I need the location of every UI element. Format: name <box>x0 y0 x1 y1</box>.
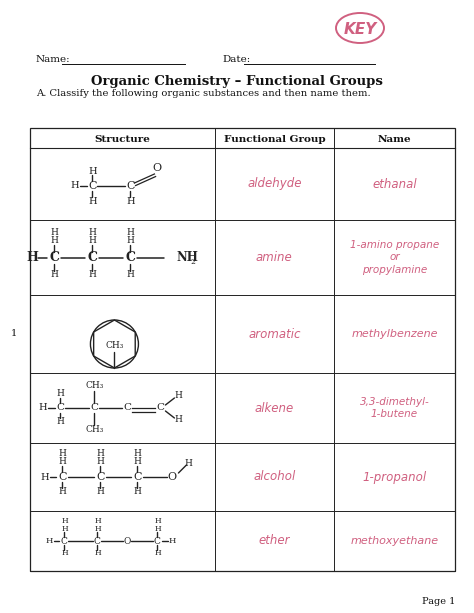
Text: H: H <box>127 228 134 237</box>
Text: Date:: Date: <box>222 55 250 64</box>
Text: C: C <box>156 403 164 413</box>
Text: C: C <box>88 181 97 191</box>
Text: Name: Name <box>378 134 411 143</box>
Text: H: H <box>61 525 68 533</box>
Text: methylbenzene: methylbenzene <box>351 329 438 339</box>
Text: C: C <box>49 251 59 264</box>
Text: H: H <box>154 525 161 533</box>
Text: H: H <box>94 525 101 533</box>
Text: H: H <box>46 537 53 545</box>
Text: H: H <box>89 270 96 279</box>
Text: C: C <box>133 472 142 482</box>
Text: 2: 2 <box>191 257 195 265</box>
Text: H: H <box>51 236 58 245</box>
Text: H: H <box>154 549 161 557</box>
Text: H: H <box>61 549 68 557</box>
Text: H: H <box>134 487 141 497</box>
Text: H: H <box>97 449 104 459</box>
Text: H: H <box>127 270 134 279</box>
Text: C: C <box>61 536 68 546</box>
Text: Organic Chemistry – Functional Groups: Organic Chemistry – Functional Groups <box>91 75 383 88</box>
Text: H: H <box>169 537 176 545</box>
Text: H: H <box>174 392 182 400</box>
Text: 1: 1 <box>11 330 17 338</box>
Text: H: H <box>70 181 79 191</box>
Text: NH: NH <box>176 251 198 264</box>
Text: A. Classify the following organic substances and then name them.: A. Classify the following organic substa… <box>36 89 371 98</box>
Text: H: H <box>40 473 49 481</box>
Text: H: H <box>97 487 104 497</box>
Text: H: H <box>51 270 58 279</box>
Text: C: C <box>94 536 101 546</box>
Text: H: H <box>94 549 101 557</box>
Text: 3,3-dimethyl-
1-butene: 3,3-dimethyl- 1-butene <box>360 397 429 419</box>
Text: H: H <box>88 197 97 205</box>
Text: Page 1: Page 1 <box>422 597 455 606</box>
Text: Name:: Name: <box>36 55 71 64</box>
Text: aromatic: aromatic <box>248 327 301 340</box>
Text: C: C <box>56 403 64 413</box>
Text: C: C <box>126 251 136 264</box>
Text: H: H <box>61 517 68 525</box>
Text: H: H <box>56 417 64 427</box>
Text: H: H <box>88 167 97 175</box>
Text: ethanal: ethanal <box>372 178 417 191</box>
Text: H: H <box>89 236 96 245</box>
Text: alkene: alkene <box>255 402 294 414</box>
Text: ether: ether <box>259 535 290 547</box>
Text: H: H <box>174 416 182 424</box>
Text: CH₃: CH₃ <box>85 381 104 390</box>
Text: H: H <box>89 228 96 237</box>
Text: C: C <box>58 472 67 482</box>
Text: H: H <box>134 457 141 466</box>
Text: H: H <box>127 236 134 245</box>
Text: H: H <box>58 457 66 466</box>
Text: CH₃: CH₃ <box>85 425 104 435</box>
Text: C: C <box>123 403 131 413</box>
Text: H: H <box>58 449 66 459</box>
Text: H: H <box>184 459 192 468</box>
Text: H: H <box>97 457 104 466</box>
Text: O: O <box>124 536 131 546</box>
Text: H: H <box>58 487 66 497</box>
Text: O: O <box>168 472 177 482</box>
Text: C: C <box>96 472 105 482</box>
Text: H: H <box>134 449 141 459</box>
Text: H: H <box>56 389 64 398</box>
Text: Functional Group: Functional Group <box>224 134 325 143</box>
Text: alcohol: alcohol <box>253 471 295 484</box>
Text: CH₃: CH₃ <box>105 341 124 351</box>
Bar <box>30 128 455 571</box>
Text: C: C <box>87 251 98 264</box>
Text: O: O <box>153 163 162 173</box>
Text: Structure: Structure <box>94 134 150 143</box>
Text: methoxyethane: methoxyethane <box>350 536 438 546</box>
Text: C: C <box>91 403 99 413</box>
Text: H: H <box>27 251 38 264</box>
Text: H: H <box>154 517 161 525</box>
Text: H: H <box>94 517 101 525</box>
Text: C: C <box>126 181 135 191</box>
Text: amine: amine <box>256 251 293 264</box>
Text: KEY: KEY <box>343 23 377 37</box>
Text: 1-amino propane
or
propylamine: 1-amino propane or propylamine <box>350 240 439 275</box>
Text: 1-propanol: 1-propanol <box>363 471 427 484</box>
Text: aldehyde: aldehyde <box>247 178 301 191</box>
Text: H: H <box>126 197 135 205</box>
Text: C: C <box>154 536 161 546</box>
Text: H: H <box>51 228 58 237</box>
Text: H: H <box>38 403 47 413</box>
